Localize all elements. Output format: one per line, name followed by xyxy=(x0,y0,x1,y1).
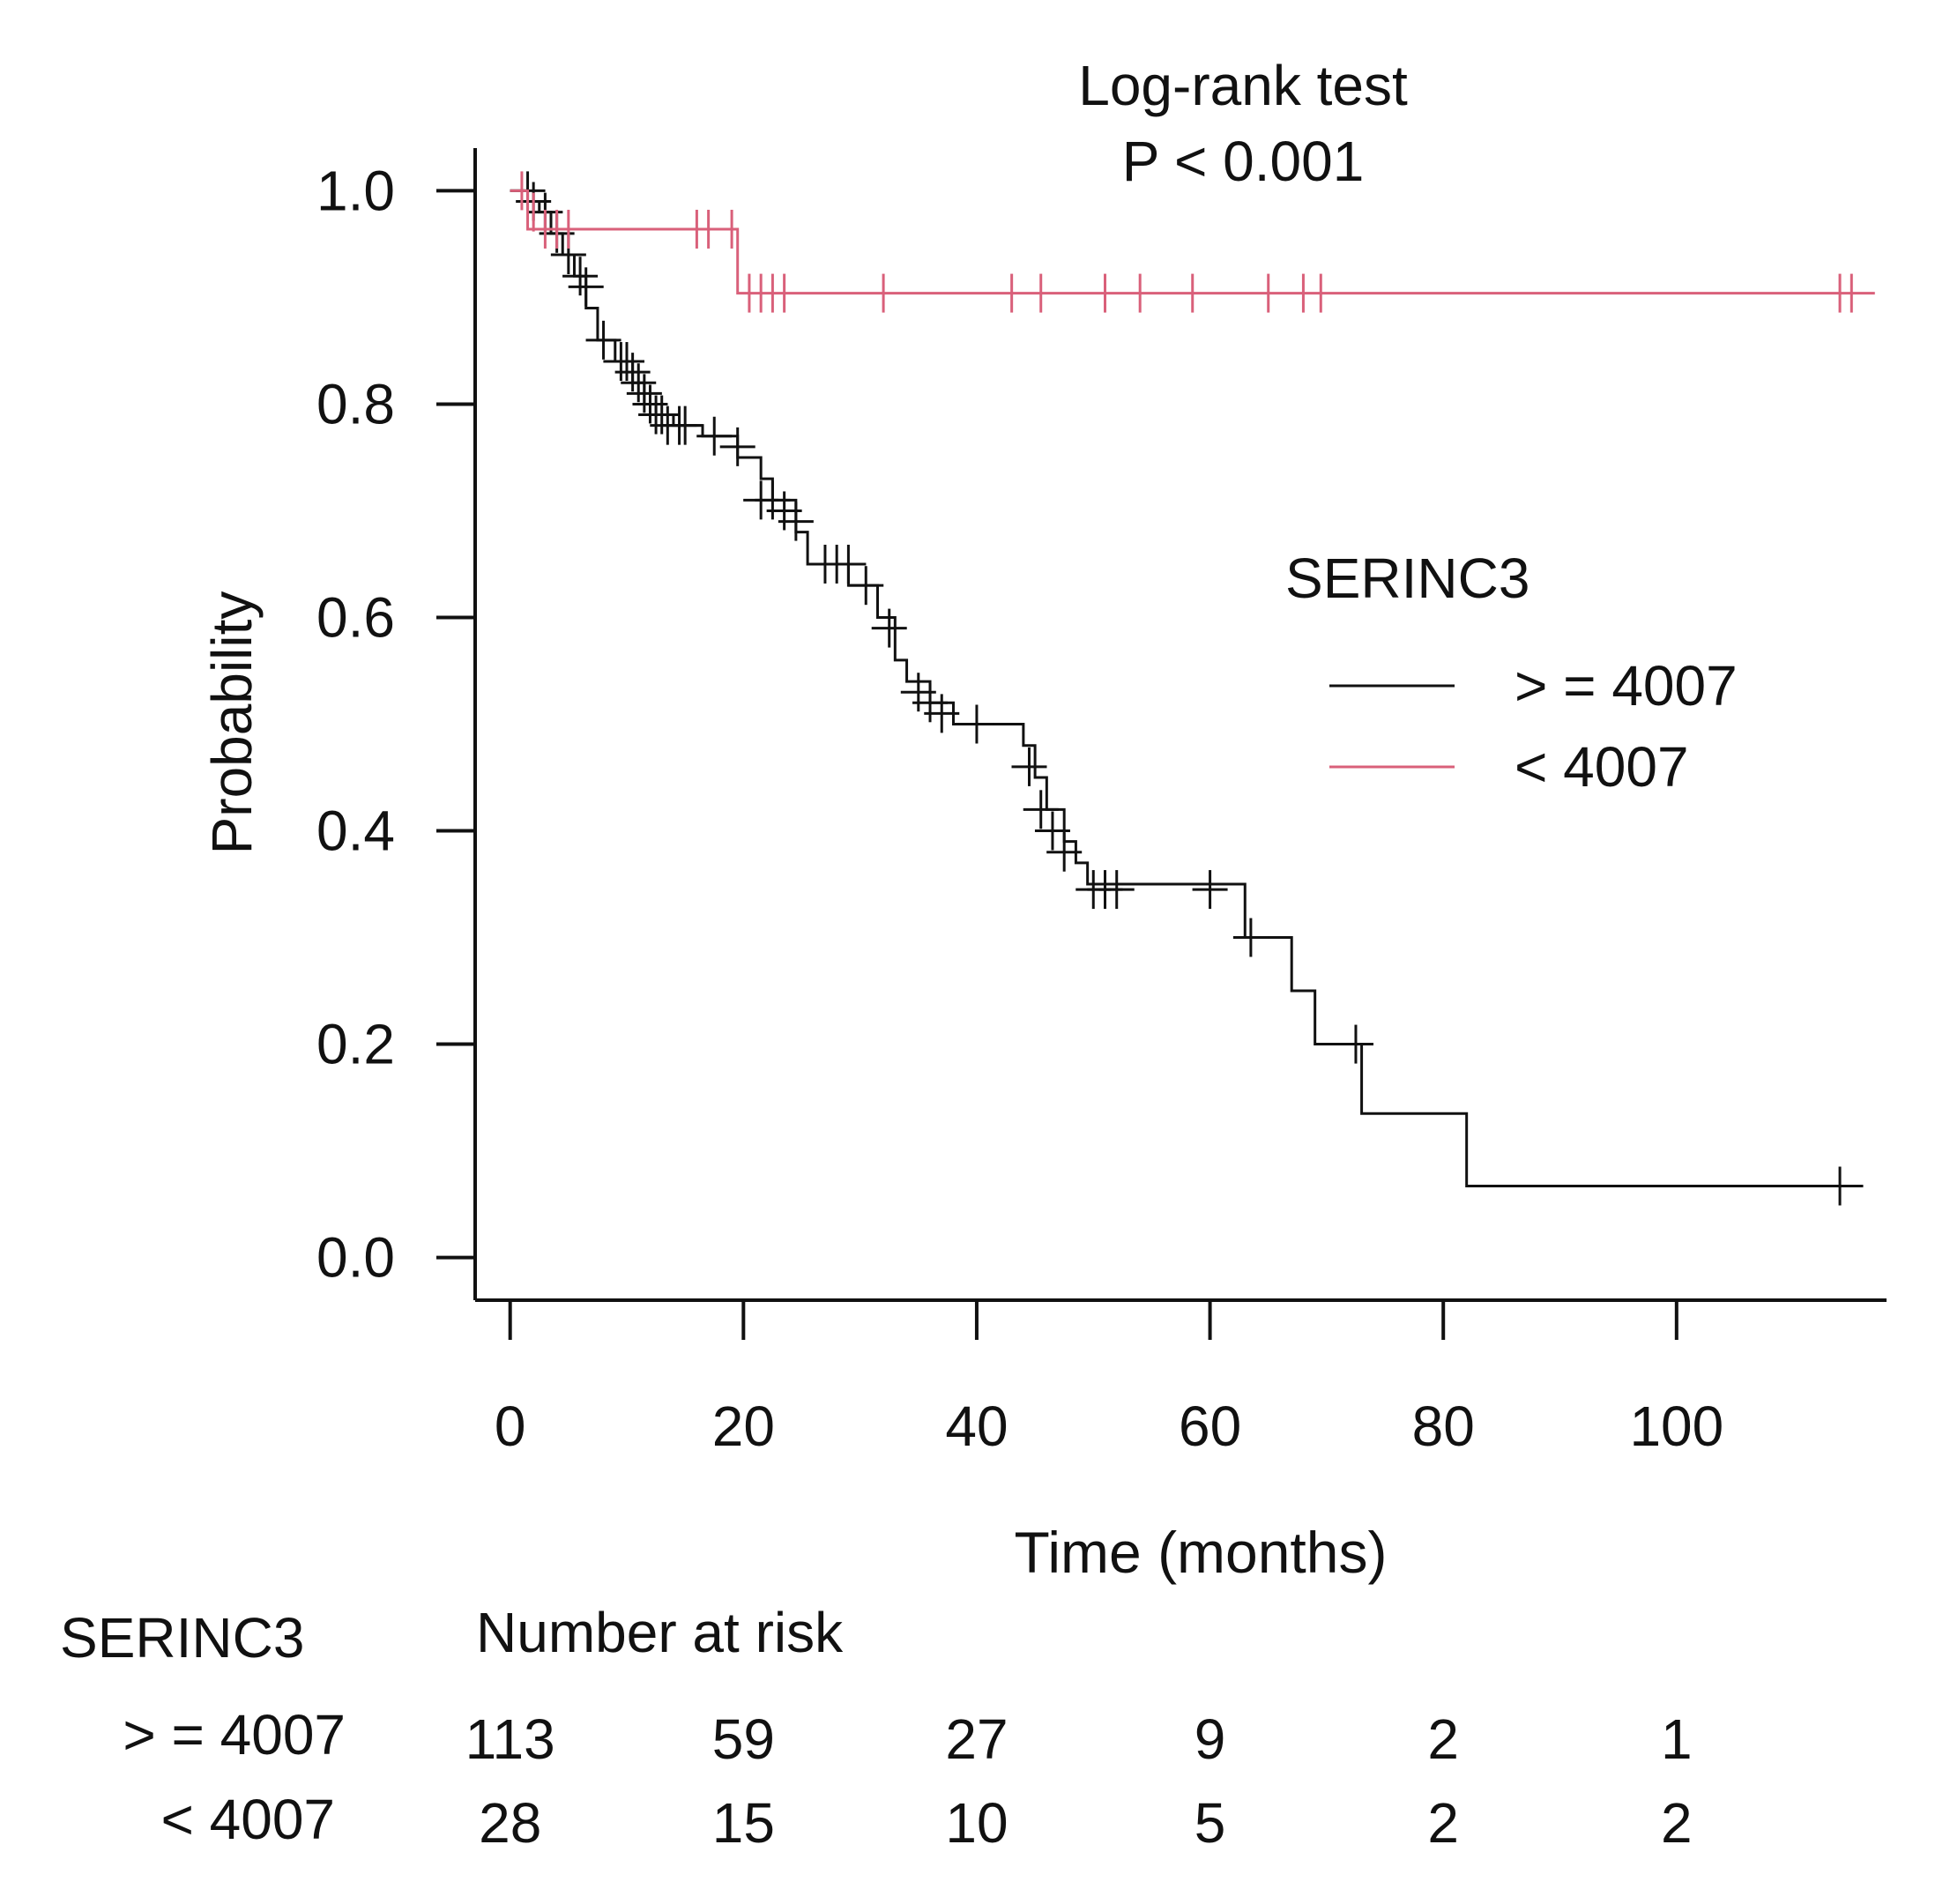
x-tick-label: 0 xyxy=(495,1395,526,1458)
risk-count-high: 2 xyxy=(1427,1707,1459,1771)
risk-count-high: 27 xyxy=(945,1707,1008,1771)
risk-row-label-high: > = 4007 xyxy=(123,1703,346,1766)
risk-count-low: 28 xyxy=(479,1791,541,1855)
risk-count-low: 15 xyxy=(712,1791,775,1855)
risk-count-high: 113 xyxy=(465,1707,555,1771)
y-axis-label: Probability xyxy=(200,591,264,855)
chart-title-line2: P < 0.001 xyxy=(1122,130,1365,193)
y-tick-label: 1.0 xyxy=(316,159,395,222)
x-tick-label: 100 xyxy=(1629,1395,1723,1458)
legend-title: SERINC3 xyxy=(1285,547,1529,610)
risk-counts: 113 59 27 9 2 1 28 15 10 5 2 2 xyxy=(465,1707,1693,1855)
risk-table: SERINC3 Number at risk > = 4007 < 4007 1… xyxy=(60,1601,1693,1855)
x-ticks: 0 20 40 60 80 100 xyxy=(495,1300,1723,1458)
chart-title-line1: Log-rank test xyxy=(1078,54,1408,117)
risk-count-low: 2 xyxy=(1661,1791,1693,1855)
y-tick-label: 0.6 xyxy=(316,585,395,649)
x-tick-label: 40 xyxy=(945,1395,1008,1458)
risk-count-high: 9 xyxy=(1195,1707,1226,1771)
y-ticks: 0.0 0.2 0.4 0.6 0.8 1.0 xyxy=(316,159,475,1290)
risk-count-high: 59 xyxy=(712,1707,775,1771)
x-tick-label: 80 xyxy=(1412,1395,1475,1458)
y-tick-label: 0.0 xyxy=(316,1226,395,1290)
survival-curve-low xyxy=(510,189,1875,295)
legend: SERINC3 > = 4007 < 4007 xyxy=(1285,547,1738,799)
plot-area xyxy=(510,171,1875,1206)
risk-table-group-title: SERINC3 xyxy=(60,1606,304,1670)
x-axis-label: Time (months) xyxy=(1015,1520,1388,1585)
legend-label-low: < 4007 xyxy=(1515,735,1689,799)
y-tick-label: 0.4 xyxy=(316,800,395,863)
risk-row-label-low: < 4007 xyxy=(160,1788,335,1851)
x-tick-label: 20 xyxy=(712,1395,775,1458)
y-tick-label: 0.8 xyxy=(316,372,395,435)
legend-label-high: > = 4007 xyxy=(1515,654,1738,718)
risk-count-low: 5 xyxy=(1195,1791,1226,1855)
risk-table-header: Number at risk xyxy=(476,1601,844,1664)
risk-count-low: 2 xyxy=(1427,1791,1459,1855)
x-tick-label: 60 xyxy=(1179,1395,1241,1458)
risk-count-low: 10 xyxy=(945,1791,1008,1855)
y-tick-label: 0.2 xyxy=(316,1013,395,1076)
risk-count-high: 1 xyxy=(1661,1707,1693,1771)
